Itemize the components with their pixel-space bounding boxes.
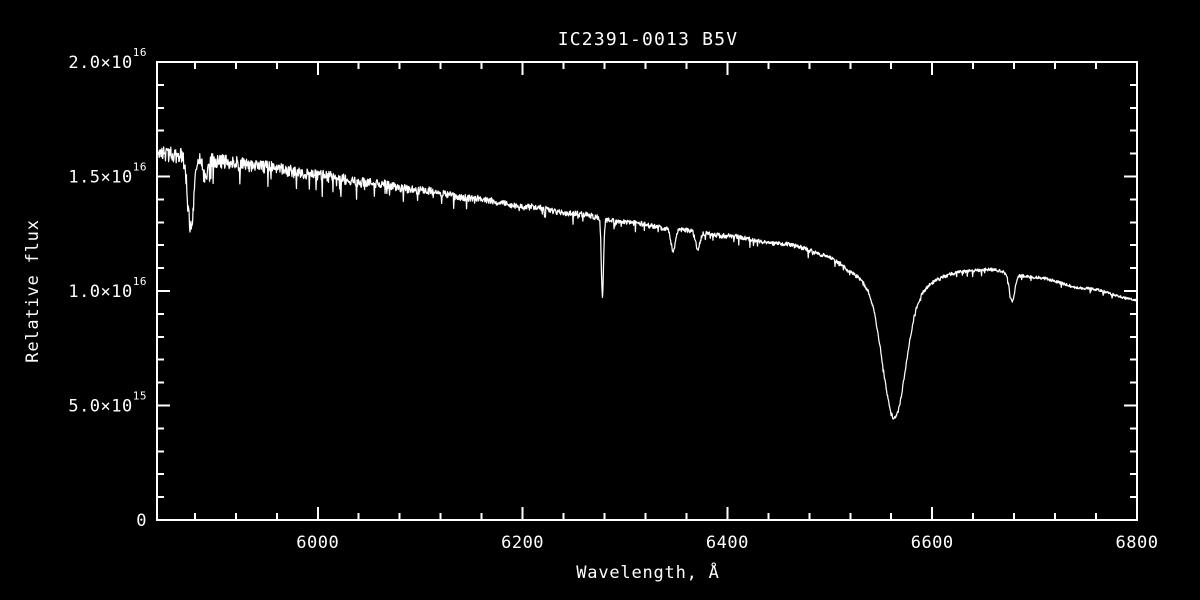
spectrum-curve: [156, 146, 1138, 420]
x-axis-tick-labels: 6000 6200 6400 6600 6800: [296, 533, 1158, 553]
y-axis-title: Relative flux: [23, 219, 43, 362]
x-tick-label: 6200: [501, 533, 544, 553]
chart-title: IC2391-0013 B5V: [558, 29, 739, 50]
x-axis-title: Wavelength, Å: [576, 561, 719, 583]
x-tick-label: 6000: [296, 533, 339, 553]
y-tick-label: 1.0×1016: [68, 275, 147, 303]
x-tick-label: 6800: [1116, 533, 1159, 553]
x-tick-label: 6400: [706, 533, 749, 553]
y-tick-label: 0: [136, 511, 147, 531]
x-axis-ticks: [193, 62, 1138, 520]
y-tick-label: 2.0×1016: [68, 46, 147, 74]
y-tick-label: 5.0×1015: [68, 389, 147, 417]
y-tick-label: 1.5×1016: [68, 160, 147, 188]
y-axis-ticks: [157, 61, 1137, 521]
x-tick-label: 6600: [911, 533, 954, 553]
y-axis-tick-labels: 0 5.0×1015 1.0×1016 1.5×1016 2.0×1016: [68, 46, 147, 532]
